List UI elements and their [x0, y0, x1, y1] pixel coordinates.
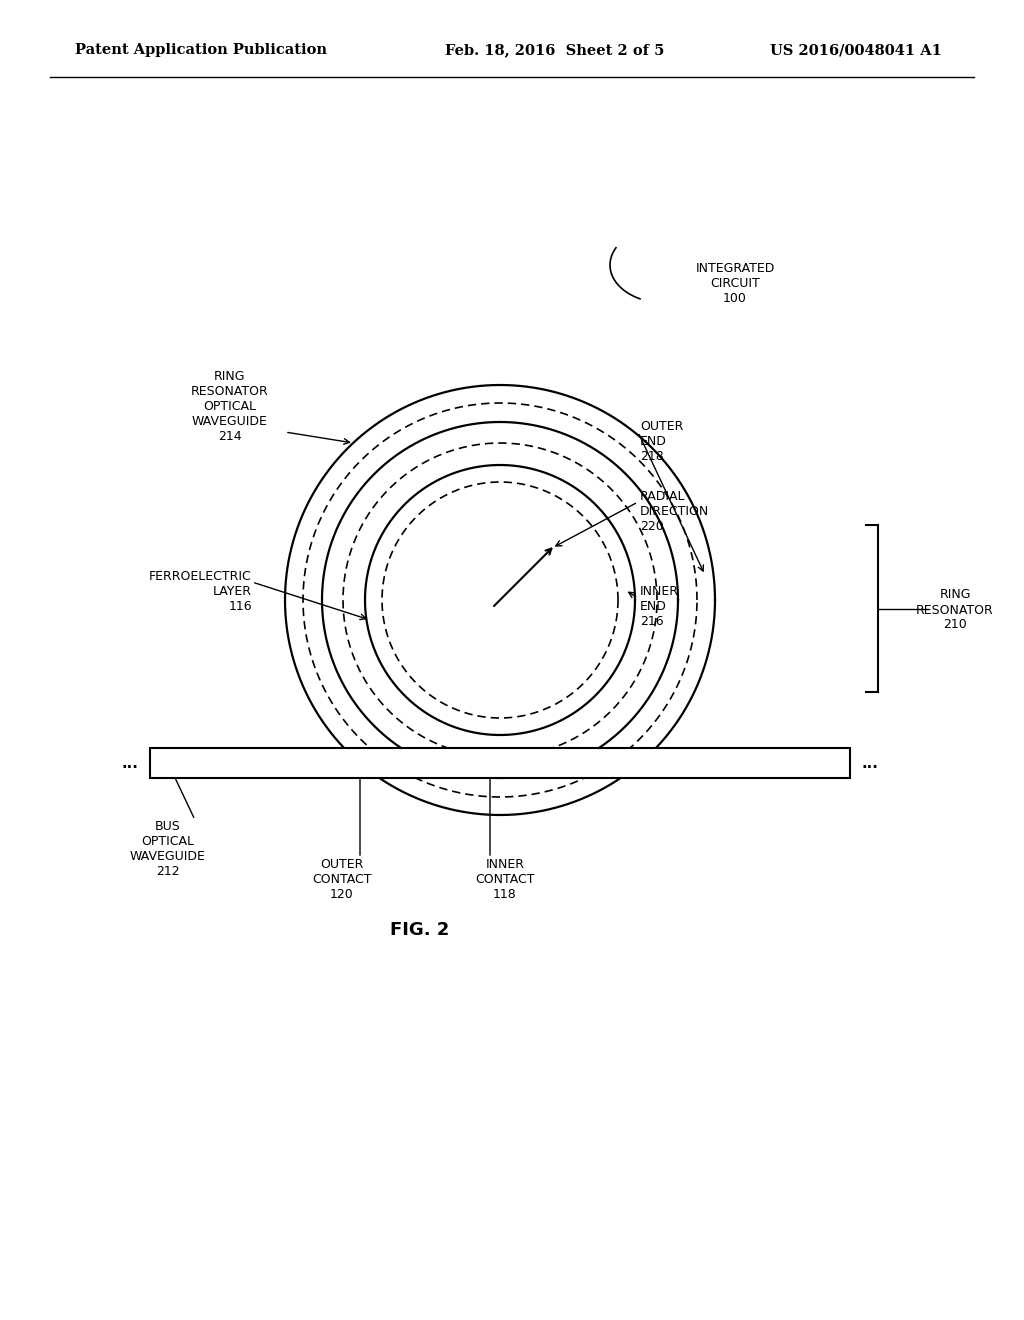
Text: Patent Application Publication: Patent Application Publication	[75, 44, 327, 57]
Text: OUTER
END
218: OUTER END 218	[640, 420, 683, 463]
Text: US 2016/0048041 A1: US 2016/0048041 A1	[770, 44, 942, 57]
Text: OUTER
CONTACT
120: OUTER CONTACT 120	[312, 858, 372, 902]
Bar	[150, 748, 850, 777]
Text: Feb. 18, 2016  Sheet 2 of 5: Feb. 18, 2016 Sheet 2 of 5	[445, 44, 665, 57]
Text: INNER
END
216: INNER END 216	[640, 585, 679, 628]
Text: INNER
CONTACT
118: INNER CONTACT 118	[475, 858, 535, 902]
Text: RING
RESONATOR
210: RING RESONATOR 210	[916, 589, 994, 631]
Text: ...: ...	[862, 755, 879, 771]
Text: INTEGRATED
CIRCUIT
100: INTEGRATED CIRCUIT 100	[695, 261, 775, 305]
Text: BUS
OPTICAL
WAVEGUIDE
212: BUS OPTICAL WAVEGUIDE 212	[130, 820, 206, 878]
Text: RING
RESONATOR
OPTICAL
WAVEGUIDE
214: RING RESONATOR OPTICAL WAVEGUIDE 214	[191, 370, 269, 444]
Text: ...: ...	[121, 755, 138, 771]
Text: RADIAL
DIRECTION
220: RADIAL DIRECTION 220	[640, 490, 710, 533]
Text: FERROELECTRIC
LAYER
116: FERROELECTRIC LAYER 116	[150, 570, 252, 612]
Text: FIG. 2: FIG. 2	[390, 921, 450, 939]
